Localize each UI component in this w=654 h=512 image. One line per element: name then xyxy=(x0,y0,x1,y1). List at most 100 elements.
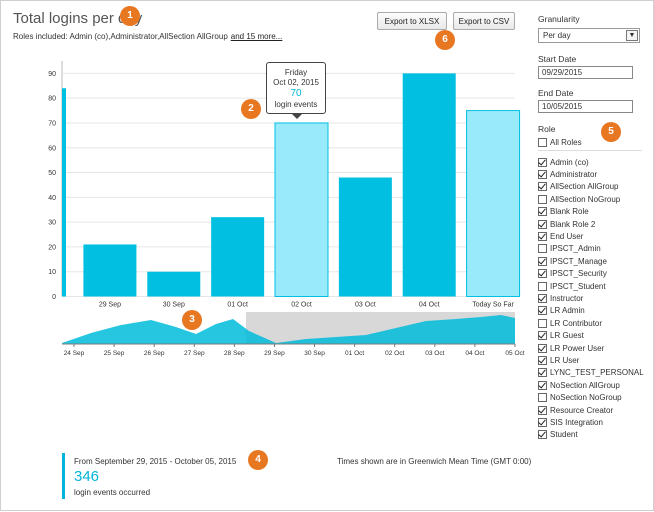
granularity-value: Per day xyxy=(543,31,571,40)
chart-bar[interactable] xyxy=(83,244,137,297)
callout-badge-6: 6 xyxy=(435,30,455,50)
role-option[interactable]: End User xyxy=(538,230,644,242)
y-tick-label: 70 xyxy=(48,120,56,127)
role-option[interactable]: Blank Role xyxy=(538,206,644,218)
role-option-label: End User xyxy=(550,232,584,242)
role-option[interactable]: LR Guest xyxy=(538,329,644,341)
role-option[interactable]: AllSection AllGroup xyxy=(538,181,644,193)
x-tick-label: 04 Oct xyxy=(419,302,440,309)
chart-bar[interactable] xyxy=(274,122,329,298)
role-option-label: LR User xyxy=(550,355,580,365)
end-date-field[interactable]: 10/05/2015 xyxy=(538,100,633,113)
callout-badge-3: 3 xyxy=(182,310,202,330)
role-checkbox[interactable] xyxy=(538,194,547,204)
role-option[interactable]: IPSCT_Student xyxy=(538,280,644,292)
role-list: Admin (co) Administrator AllSection AllGro… xyxy=(538,156,644,441)
role-checkbox[interactable] xyxy=(538,318,547,328)
role-checkbox[interactable] xyxy=(538,393,547,403)
role-option[interactable]: Admin (co) xyxy=(538,156,644,168)
role-option[interactable]: IPSCT_Security xyxy=(538,268,644,280)
navigator-tick-label: 29 Sep xyxy=(264,350,285,357)
all-roles-label: All Roles xyxy=(550,137,582,147)
y-tick-label: 50 xyxy=(48,170,56,177)
tooltip-date: Oct 02, 2015 xyxy=(273,78,319,87)
y-tick-label: 20 xyxy=(48,244,56,251)
granularity-select[interactable]: Per day ▼ xyxy=(538,28,640,43)
x-tick-label: 01 Oct xyxy=(227,302,248,309)
role-option[interactable]: SIS Integration xyxy=(538,416,644,428)
role-option[interactable]: IPSCT_Manage xyxy=(538,255,644,267)
role-checkbox[interactable] xyxy=(538,157,547,167)
role-checkbox[interactable] xyxy=(538,306,547,316)
summary-date-range: From September 29, 2015 - October 05, 20… xyxy=(74,457,237,466)
chart-bar[interactable] xyxy=(211,217,265,297)
chart-bar[interactable] xyxy=(338,177,392,297)
x-tick-label: 29 Sep xyxy=(99,302,121,309)
chart-bar[interactable] xyxy=(147,271,201,297)
role-checkbox[interactable] xyxy=(538,430,547,440)
role-option-label: Administrator xyxy=(550,170,598,180)
role-divider xyxy=(538,150,642,151)
navigator-tick-label: 26 Sep xyxy=(144,350,165,357)
role-option-label: AllSection AllGroup xyxy=(550,182,619,192)
role-checkbox[interactable] xyxy=(538,293,547,303)
chart-tooltip: Friday Oct 02, 2015 70 login events xyxy=(266,62,326,119)
role-checkbox[interactable] xyxy=(538,244,547,254)
role-option[interactable]: Instructor xyxy=(538,292,644,304)
role-checkbox[interactable] xyxy=(538,405,547,415)
role-checkbox[interactable] xyxy=(538,343,547,353)
y-tick-label: 90 xyxy=(48,71,56,78)
chart-bar[interactable] xyxy=(466,110,521,297)
role-option-label: IPSCT_Security xyxy=(550,269,607,279)
role-checkbox[interactable] xyxy=(538,256,547,266)
role-checkbox[interactable] xyxy=(538,331,547,341)
role-option[interactable]: LR Admin xyxy=(538,305,644,317)
role-option[interactable]: LR User xyxy=(538,354,644,366)
callout-badge-2: 2 xyxy=(241,99,261,119)
role-checkbox[interactable] xyxy=(538,417,547,427)
role-option[interactable]: Blank Role 2 xyxy=(538,218,644,230)
role-checkbox[interactable] xyxy=(538,207,547,217)
tooltip-day: Friday xyxy=(284,68,308,77)
role-checkbox[interactable] xyxy=(538,232,547,242)
role-option[interactable]: LYNC_TEST_PERSONAL xyxy=(538,367,644,379)
role-option-label: IPSCT_Student xyxy=(550,281,606,291)
role-checkbox[interactable] xyxy=(538,380,547,390)
all-roles-option[interactable]: All Roles xyxy=(538,136,582,148)
callout-badge-1: 1 xyxy=(120,6,140,26)
x-tick-label: 02 Oct xyxy=(291,302,312,309)
export-xlsx-button[interactable]: Export to XLSX xyxy=(377,12,447,30)
role-option[interactable]: Student xyxy=(538,429,644,441)
role-checkbox[interactable] xyxy=(538,170,547,180)
start-date-field[interactable]: 09/29/2015 xyxy=(538,66,633,79)
y-tick-label: 40 xyxy=(48,195,56,202)
role-option[interactable]: NoSection AllGroup xyxy=(538,379,644,391)
role-option-label: LR Contributor xyxy=(550,318,603,328)
role-checkbox[interactable] xyxy=(538,368,547,378)
role-option[interactable]: Administrator xyxy=(538,168,644,180)
all-roles-checkbox[interactable] xyxy=(538,137,547,147)
role-option-label: LR Guest xyxy=(550,331,584,341)
role-option[interactable]: AllSection NoGroup xyxy=(538,193,644,205)
navigator-tick-label: 25 Sep xyxy=(104,350,125,357)
navigator-tick-label: 03 Oct xyxy=(425,350,444,357)
roles-more-link[interactable]: and 15 more... xyxy=(230,32,283,41)
role-checkbox[interactable] xyxy=(538,269,547,279)
role-checkbox[interactable] xyxy=(538,219,547,229)
role-option[interactable]: LR Power User xyxy=(538,342,644,354)
role-option[interactable]: NoSection NoGroup xyxy=(538,391,644,403)
role-option[interactable]: LR Contributor xyxy=(538,317,644,329)
navigator-tick-label: 05 Oct xyxy=(505,350,524,357)
role-option-label: AllSection NoGroup xyxy=(550,194,621,204)
role-option[interactable]: Resource Creator xyxy=(538,404,644,416)
role-checkbox[interactable] xyxy=(538,281,547,291)
role-checkbox[interactable] xyxy=(538,355,547,365)
y-tick-label: 80 xyxy=(48,96,56,103)
role-option[interactable]: IPSCT_Admin xyxy=(538,243,644,255)
end-date-label: End Date xyxy=(538,88,574,98)
export-csv-button[interactable]: Export to CSV xyxy=(453,12,515,30)
role-checkbox[interactable] xyxy=(538,182,547,192)
chevron-down-icon[interactable]: ▼ xyxy=(626,30,638,41)
chart-bar[interactable] xyxy=(402,73,456,297)
